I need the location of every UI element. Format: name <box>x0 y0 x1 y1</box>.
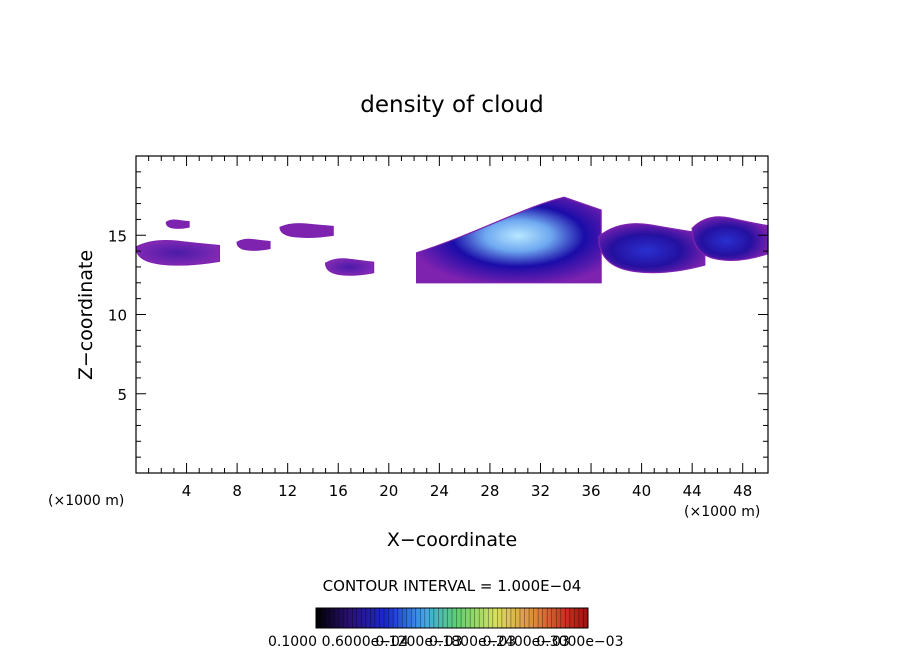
cloud-blob <box>691 216 769 261</box>
cloud-blob <box>279 223 334 238</box>
x-tick-label: 32 <box>531 482 550 500</box>
x-tick-label: 40 <box>632 482 651 500</box>
cloud-blob <box>324 258 375 276</box>
y-tick-label: 10 <box>108 307 127 325</box>
cloud-blob <box>165 219 190 229</box>
colorbar-label: 0.1000 <box>268 634 317 650</box>
x-axis: 4 8 12 16 20 24 28 32 36 40 44 48 <box>148 156 756 500</box>
x-tick-label: 16 <box>329 482 348 500</box>
colorbar-label: 0.1800e−03 <box>429 634 516 650</box>
contour-interval-label: CONTOUR INTERVAL = 1.000E−04 <box>323 577 582 595</box>
cloud-blob <box>598 223 706 274</box>
colorbar-labels: 0.1000 0.6000e−040.1200e−030.1800e−030.24… <box>268 634 623 650</box>
plot-frame <box>135 155 769 474</box>
colorbar-label: 0.2400e−03 <box>483 634 570 650</box>
cloud-blob <box>416 196 602 284</box>
x-tick-label: 36 <box>581 482 600 500</box>
x-tick-label: 8 <box>232 482 242 500</box>
x-tick-label: 44 <box>683 482 702 500</box>
colorbar-label: 0.1200e−03 <box>375 634 462 650</box>
y-tick-label: 15 <box>108 227 127 245</box>
cloud-blob <box>135 239 221 266</box>
x-tick-label: 4 <box>182 482 192 500</box>
x-axis-label: X−coordinate <box>387 529 517 551</box>
plot-area <box>135 196 769 284</box>
x-unit-left: (×1000 m) <box>48 493 124 509</box>
x-tick-label: 12 <box>278 482 297 500</box>
x-tick-label: 24 <box>430 482 449 500</box>
x-tick-label: 28 <box>480 482 499 500</box>
x-tick-label: 48 <box>733 482 752 500</box>
chart-title: density of cloud <box>360 92 543 118</box>
x-tick-label: 20 <box>379 482 398 500</box>
y-axis-label: Z−coordinate <box>75 250 97 380</box>
colorbar-label: 0.3000e−03 <box>536 634 623 650</box>
colorbar-label: 0.6000e−04 <box>322 634 409 650</box>
y-axis: 5 10 15 <box>108 171 768 458</box>
colorbar-segments <box>320 608 584 628</box>
y-tick-label: 5 <box>117 386 127 404</box>
cloud-blob <box>236 238 271 251</box>
x-unit-right: (×1000 m) <box>684 504 760 520</box>
